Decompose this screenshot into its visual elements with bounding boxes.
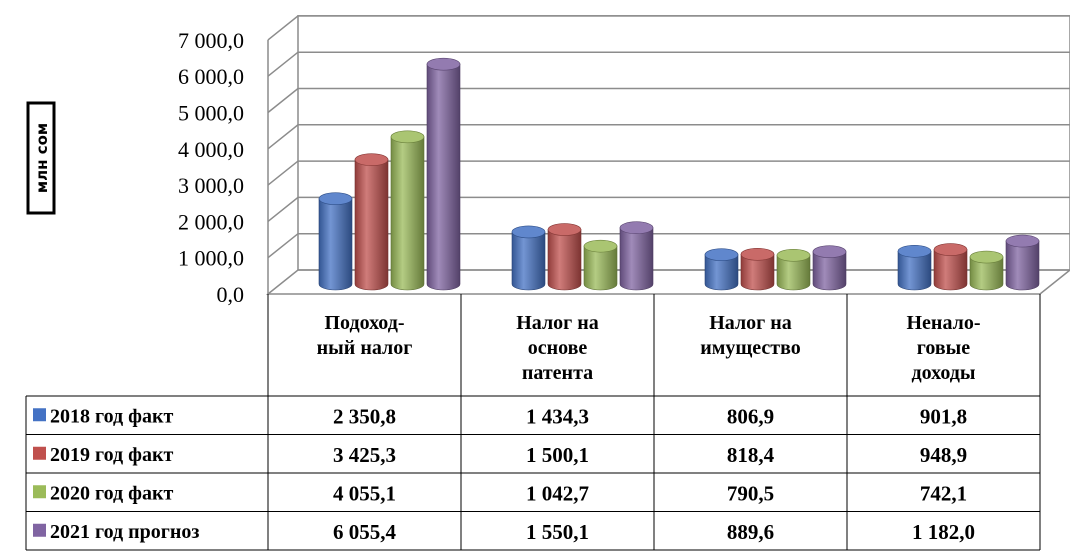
- y-axis-label: млн сом: [33, 123, 51, 193]
- table-cell-value: 2 350,8: [333, 404, 396, 428]
- category-label: Ненало-: [906, 312, 980, 334]
- table-cell-value: 742,1: [920, 481, 967, 505]
- bars: [318, 57, 1040, 291]
- legend-swatch: [33, 485, 46, 499]
- y-axis-ticks: 0,0 1 000,0 2 000,0 3 000,0 4 000,0 5 000,0 6 …: [178, 28, 244, 307]
- bar: [812, 245, 847, 291]
- table-cell-value: 1 500,1: [526, 443, 589, 467]
- table-cell-value: 818,4: [727, 443, 775, 467]
- gridline: [267, 87, 1070, 114]
- floor: [265, 269, 1070, 295]
- category-label: патента: [522, 362, 593, 384]
- category-label: доходы: [911, 362, 975, 384]
- legend-label: 2020 год факт: [50, 482, 173, 504]
- legend-label: 2021 год прогноз: [50, 521, 199, 543]
- category-label: Налог на: [516, 312, 599, 334]
- table-cell-value: 4 055,1: [333, 481, 396, 505]
- bar: [969, 250, 1004, 291]
- legend-swatch: [33, 446, 46, 460]
- bar: [776, 249, 811, 291]
- bar: [547, 223, 582, 291]
- bar: [583, 239, 618, 291]
- table-cell-value: 948,9: [920, 443, 967, 467]
- legend-swatch: [33, 408, 46, 422]
- y-tick-label: 4 000,0: [178, 137, 244, 162]
- table-cell-value: 889,6: [727, 520, 774, 544]
- table-cell-value: 1 550,1: [526, 520, 589, 544]
- y-axis-unit-box: млн сом: [26, 101, 56, 215]
- category-label: ный налог: [317, 337, 413, 359]
- gridline: [267, 196, 1070, 222]
- bar: [511, 225, 546, 291]
- gridline: [267, 51, 1070, 77]
- table-cell-value: 790,5: [727, 481, 774, 505]
- bar: [1005, 234, 1040, 291]
- gridline: [267, 124, 1070, 150]
- gridlines: [267, 15, 1070, 259]
- table-cell-value: 901,8: [920, 404, 967, 428]
- bar: [740, 247, 775, 291]
- legend-swatch: [33, 523, 46, 537]
- y-tick-label: 2 000,0: [178, 209, 244, 234]
- y-tick-label: 1 000,0: [178, 246, 244, 271]
- bar: [933, 243, 968, 291]
- bar: [897, 244, 932, 291]
- gridline: [267, 232, 1070, 259]
- bar: [390, 130, 425, 291]
- table-cell-value: 1 182,0: [912, 520, 975, 544]
- category-label: Налог на: [709, 312, 792, 334]
- table-cell-value: 6 055,4: [333, 520, 397, 544]
- y-tick-label: 0,0: [217, 282, 245, 307]
- bar: [318, 192, 353, 291]
- table-cell-value: 3 425,3: [333, 443, 396, 467]
- data-table: Подоход-ный налог Налог на основе патента На…: [25, 294, 1041, 551]
- category-label: основе: [528, 337, 588, 359]
- bar: [704, 248, 739, 291]
- y-tick-label: 7 000,0: [178, 28, 244, 53]
- legend-label: 2018 год факт: [50, 405, 173, 427]
- table-cell-value: 1 434,3: [526, 404, 589, 428]
- legend-label: 2019 год факт: [50, 444, 173, 466]
- bar: [426, 57, 461, 291]
- category-label: имущество: [700, 337, 801, 359]
- y-tick-label: 3 000,0: [178, 173, 244, 198]
- category-label: говые: [917, 337, 971, 359]
- bar: [354, 153, 389, 291]
- bar: [619, 221, 654, 291]
- gridline: [267, 160, 1070, 186]
- y-tick-label: 5 000,0: [178, 101, 244, 126]
- y-tick-label: 6 000,0: [178, 64, 244, 89]
- gridline: [267, 15, 1070, 41]
- category-label: Подоход-: [324, 312, 404, 334]
- table-cell-value: 1 042,7: [526, 481, 589, 505]
- table-cell-value: 806,9: [727, 404, 774, 428]
